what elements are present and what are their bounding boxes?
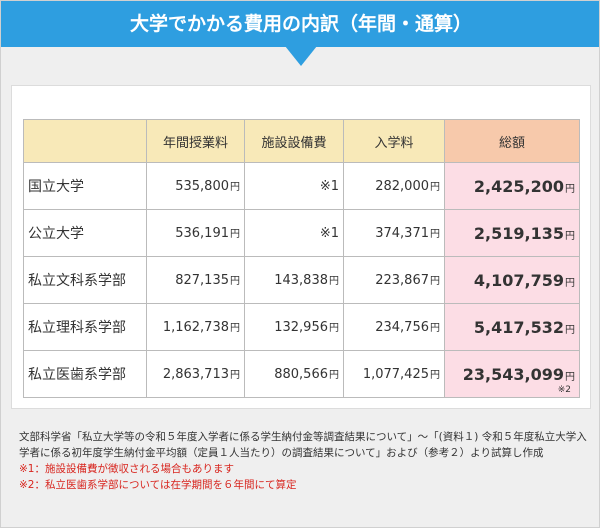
cell-value: 2,863,713 bbox=[162, 367, 229, 382]
cell-value: 827,135 bbox=[175, 273, 229, 288]
column-header-text: 年間授業料 bbox=[162, 135, 228, 151]
notch bbox=[285, 46, 317, 66]
unit: 円 bbox=[565, 277, 575, 289]
cell: 132,956円 bbox=[244, 303, 344, 351]
row-label-text: 私立理科系学部 bbox=[28, 320, 126, 336]
table-row: 私立理科系学部 1,162,738円 132,956円 234,756円 5,417,5… bbox=[23, 303, 580, 351]
unit: 円 bbox=[430, 370, 440, 381]
row-label: 私立理科系学部 bbox=[23, 303, 147, 351]
cell: 536,191円 bbox=[146, 209, 245, 257]
title-bar: 大学でかかる費用の内訳（年間・通算） bbox=[1, 1, 599, 47]
row-label: 私立医歯系学部 bbox=[23, 350, 147, 398]
unit: 円 bbox=[230, 182, 240, 193]
cell: 827,135円 bbox=[146, 256, 245, 304]
total-cell: 2,425,200円 bbox=[444, 162, 580, 210]
total-cell: 5,417,532円 bbox=[444, 303, 580, 351]
table-body: 国立大学 535,800円 ※1 282,000円 2,425,200円 公立大学 536,… bbox=[23, 162, 580, 398]
table-row: 公立大学 536,191円 ※1 374,371円 2,519,135円 bbox=[23, 209, 580, 257]
unit: 円 bbox=[430, 182, 440, 193]
cost-table: 年間授業料 施設設備費 入学料 総額 国立大学 535,800円 ※1 282,000円 2,… bbox=[23, 119, 580, 398]
row-label-text: 公立大学 bbox=[28, 226, 84, 242]
cell-value: 143,838 bbox=[274, 273, 328, 288]
cell-value: 2,425,200 bbox=[473, 176, 564, 196]
cell-value: 880,566 bbox=[274, 367, 328, 382]
unit: 円 bbox=[565, 230, 575, 242]
total-note: ※2 bbox=[557, 385, 571, 395]
unit: 円 bbox=[430, 323, 440, 334]
table-row: 国立大学 535,800円 ※1 282,000円 2,425,200円 bbox=[23, 162, 580, 210]
total-cell: 2,519,135円 bbox=[444, 209, 580, 257]
cell: 880,566円 bbox=[244, 350, 344, 398]
table-row: 私立医歯系学部 2,863,713円 880,566円 1,077,425円 23,54… bbox=[23, 350, 580, 398]
row-label: 国立大学 bbox=[23, 162, 147, 210]
cell-value: ※1 bbox=[319, 178, 339, 194]
total-cell: 4,107,759円 bbox=[444, 256, 580, 304]
unit: 円 bbox=[430, 229, 440, 240]
cell-value: 223,867 bbox=[375, 273, 429, 288]
cell: ※1 bbox=[244, 209, 344, 257]
footer: 文部科学省「私立大学等の令和５年度入学者に係る学生納付金等調査結果について」～「… bbox=[19, 429, 587, 493]
unit: 円 bbox=[329, 370, 339, 381]
column-header bbox=[23, 119, 147, 163]
table-row: 私立文科系学部 827,135円 143,838円 223,867円 4,107,759… bbox=[23, 256, 580, 304]
row-label: 公立大学 bbox=[23, 209, 147, 257]
column-header-text: 施設設備費 bbox=[261, 135, 327, 151]
note: ※2：私立医歯系学部については在学期間を６年間にて算定 bbox=[19, 479, 297, 491]
cell-value: 1,077,425 bbox=[362, 367, 429, 382]
cell-value: ※1 bbox=[319, 225, 339, 241]
unit: 円 bbox=[565, 324, 575, 336]
cell-value: 535,800 bbox=[175, 179, 229, 194]
total-cell: 23,543,099円 ※2 bbox=[444, 350, 580, 398]
unit: 円 bbox=[565, 183, 575, 195]
column-header-text: 総額 bbox=[498, 135, 525, 151]
cell-value: 374,371 bbox=[375, 226, 429, 241]
cell: 143,838円 bbox=[244, 256, 344, 304]
unit: 円 bbox=[230, 323, 240, 334]
unit: 円 bbox=[430, 276, 440, 287]
unit: 円 bbox=[329, 276, 339, 287]
header-row: 年間授業料 施設設備費 入学料 総額 bbox=[23, 119, 580, 163]
unit: 円 bbox=[230, 276, 240, 287]
unit: 円 bbox=[565, 371, 575, 383]
cell-value: 234,756 bbox=[375, 320, 429, 335]
cell-value: 1,162,738 bbox=[162, 320, 229, 335]
unit: 円 bbox=[329, 323, 339, 334]
cell-value: 536,191 bbox=[175, 226, 229, 241]
column-header: 総額 bbox=[444, 119, 580, 163]
unit: 円 bbox=[230, 370, 240, 381]
cell-value: 23,543,099 bbox=[462, 364, 564, 384]
column-header-text: 入学料 bbox=[374, 135, 414, 151]
cell: 1,077,425円 bbox=[343, 350, 445, 398]
cell: ※1 bbox=[244, 162, 344, 210]
cell-value: 2,519,135 bbox=[473, 223, 564, 243]
cell-value: 4,107,759 bbox=[473, 270, 564, 290]
unit: 円 bbox=[230, 229, 240, 240]
row-label: 私立文科系学部 bbox=[23, 256, 147, 304]
cell: 1,162,738円 bbox=[146, 303, 245, 351]
source: 文部科学省「私立大学等の令和５年度入学者に係る学生納付金等調査結果について」～「… bbox=[19, 431, 587, 459]
cell-value: 132,956 bbox=[274, 320, 328, 335]
cell: 535,800円 bbox=[146, 162, 245, 210]
cell-value: 282,000 bbox=[375, 179, 429, 194]
cell: 223,867円 bbox=[343, 256, 445, 304]
row-label-text: 国立大学 bbox=[28, 179, 84, 195]
title: 大学でかかる費用の内訳（年間・通算） bbox=[129, 13, 472, 35]
row-label-text: 私立医歯系学部 bbox=[28, 367, 126, 383]
cell: 374,371円 bbox=[343, 209, 445, 257]
column-header: 年間授業料 bbox=[146, 119, 245, 163]
cell: 282,000円 bbox=[343, 162, 445, 210]
note: ※1：施設設備費が徴収される場合もあります bbox=[19, 463, 234, 475]
cell-value: 5,417,532 bbox=[473, 317, 564, 337]
cell: 2,863,713円 bbox=[146, 350, 245, 398]
row-label-text: 私立文科系学部 bbox=[28, 273, 126, 289]
column-header: 施設設備費 bbox=[244, 119, 344, 163]
cell: 234,756円 bbox=[343, 303, 445, 351]
column-header: 入学料 bbox=[343, 119, 445, 163]
